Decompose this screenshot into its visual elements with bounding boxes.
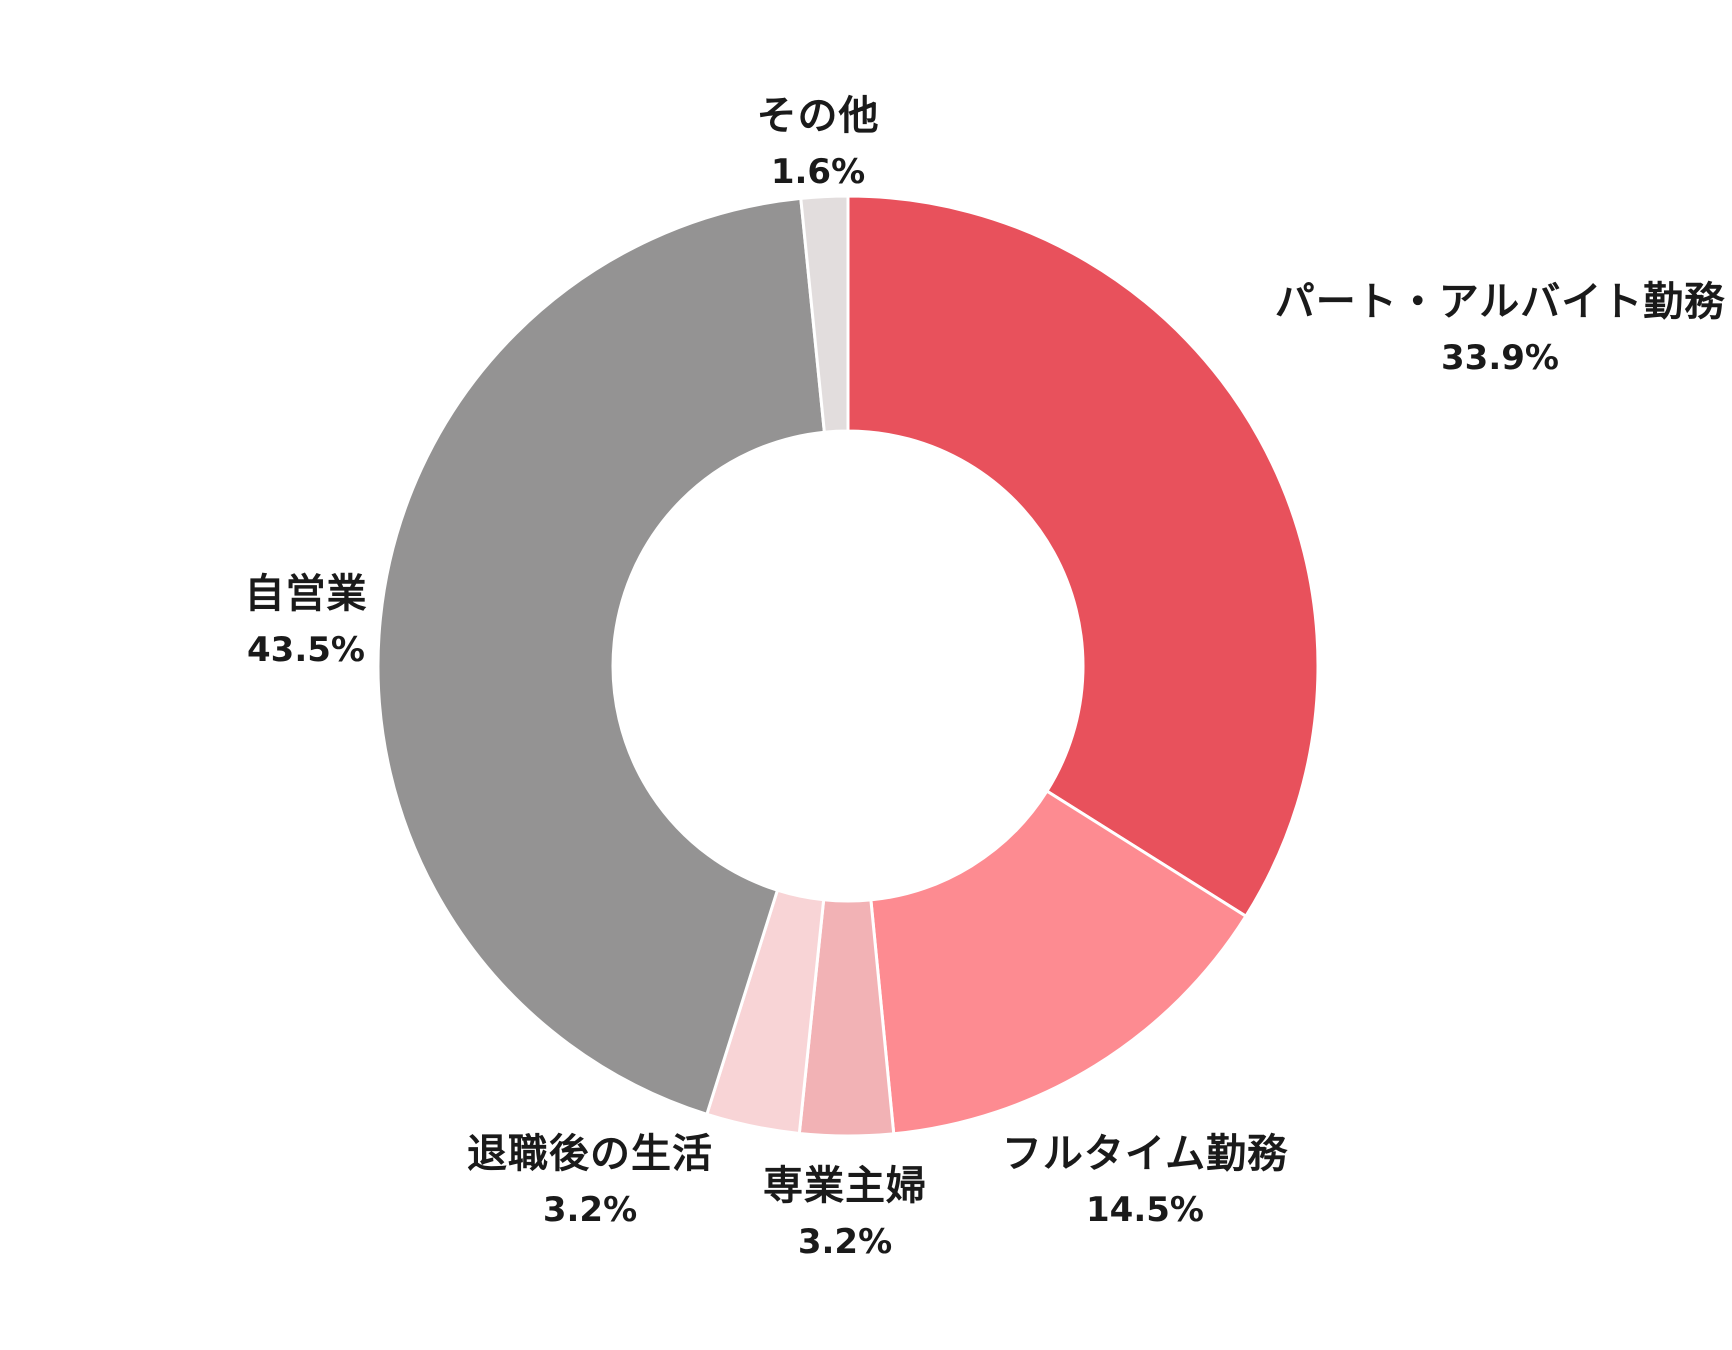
slice-label-value: 3.2% [542,1190,638,1230]
slice-label-value: 33.9% [1441,338,1559,378]
slice-label-name: その他 [756,93,880,139]
slice-label-full-time: フルタイム勤務 14.5% [1002,1126,1288,1238]
slice-label-name: 自営業 [244,571,368,617]
slice-self-employed [376,196,827,1117]
slice-label-housewife: 専業主婦 3.2% [763,1158,927,1270]
slice-label-value: 3.2% [797,1222,893,1262]
slice-part-time [846,194,1320,919]
slice-label-other: その他 1.6% [757,88,880,200]
slices-group [376,194,1320,1138]
slice-label-name: パート・アルバイト勤務 [1274,279,1726,325]
slice-label-retired: 退職後の生活 3.2% [467,1126,713,1238]
slice-label-self-employed: 自営業 43.5% [245,566,368,678]
slice-label-name: 退職後の生活 [467,1131,713,1177]
slice-full-time [869,789,1248,1136]
slice-label-name: 専業主婦 [763,1163,927,1209]
slice-label-value: 14.5% [1086,1190,1204,1230]
slice-other [799,194,850,434]
slice-label-name: フルタイム勤務 [1001,1131,1289,1177]
slice-label-part-time: パート・アルバイト勤務 33.9% [1275,274,1726,386]
slice-label-value: 43.5% [247,630,365,670]
slice-label-value: 1.6% [770,152,866,192]
